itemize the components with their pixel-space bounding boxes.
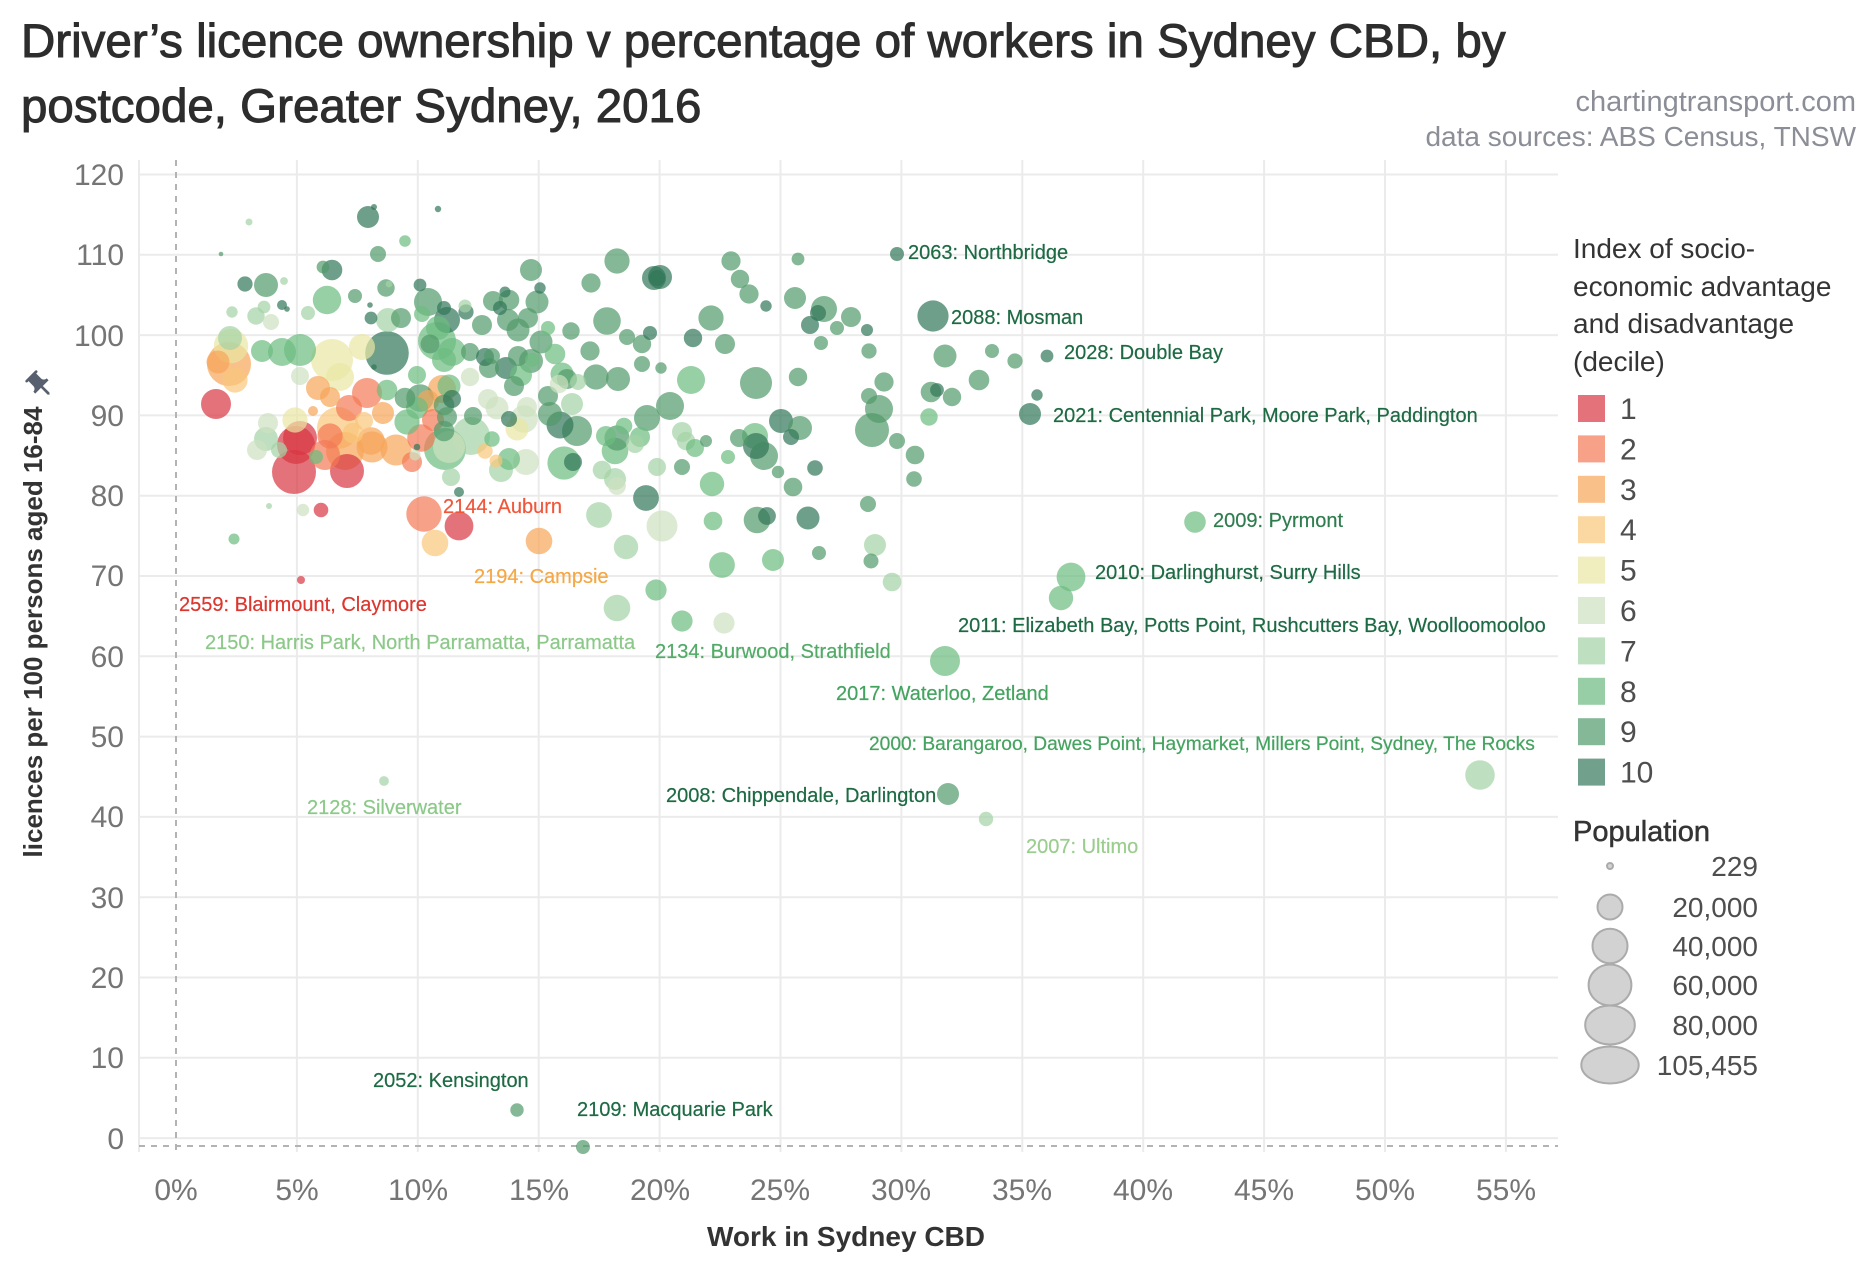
svg-text:20%: 20% [630,1174,690,1207]
svg-text:Population: Population [1573,816,1710,848]
svg-text:40,000: 40,000 [1672,931,1758,962]
svg-text:5: 5 [1620,555,1637,588]
svg-text:8: 8 [1620,676,1637,709]
svg-text:30: 30 [91,882,124,915]
svg-text:2007: Ultimo: 2007: Ultimo [1026,836,1138,858]
svg-text:2088: Mosman: 2088: Mosman [951,307,1083,329]
svg-text:20: 20 [91,962,124,995]
svg-text:90: 90 [91,400,124,433]
svg-text:9: 9 [1620,716,1637,749]
svg-text:30%: 30% [871,1174,931,1207]
svg-text:3: 3 [1620,474,1637,507]
svg-text:2011: Elizabeth Bay, Potts Poi: 2011: Elizabeth Bay, Potts Point, Rushcu… [958,615,1546,637]
svg-text:Work in Sydney CBD: Work in Sydney CBD [707,1221,985,1252]
svg-text:10: 10 [1620,757,1653,790]
svg-text:2009: Pyrmont: 2009: Pyrmont [1213,510,1344,532]
svg-text:229: 229 [1711,851,1758,882]
svg-text:120: 120 [74,159,124,192]
svg-text:2109: Macquarie Park: 2109: Macquarie Park [577,1099,774,1121]
svg-text:1: 1 [1620,393,1637,426]
svg-text:60,000: 60,000 [1672,970,1758,1001]
svg-text:35%: 35% [992,1174,1052,1207]
svg-text:2010: Darlinghurst, Surry Hill: 2010: Darlinghurst, Surry Hills [1095,562,1361,584]
svg-text:50: 50 [91,721,124,754]
svg-text:2150: Harris Park, North Parra: 2150: Harris Park, North Parramatta, Par… [205,632,636,654]
svg-text:2128: Silverwater: 2128: Silverwater [307,797,462,819]
svg-text:7: 7 [1620,635,1637,668]
svg-text:data sources: ABS Census, TNSW: data sources: ABS Census, TNSW [1425,121,1856,152]
svg-text:2017: Waterloo, Zetland: 2017: Waterloo, Zetland [836,683,1049,705]
svg-text:110: 110 [76,239,124,272]
svg-text:2021: Centennial Park, Moore P: 2021: Centennial Park, Moore Park, Paddi… [1053,405,1478,427]
svg-text:0%: 0% [154,1174,197,1207]
svg-text:10: 10 [91,1042,124,1075]
svg-text:2559: Blairmount, Claymore: 2559: Blairmount, Claymore [179,594,427,616]
svg-text:80: 80 [91,480,124,513]
svg-text:2052: Kensington: 2052: Kensington [373,1070,529,1092]
svg-text:105,455: 105,455 [1657,1050,1758,1081]
svg-text:2008: Chippendale, Darlington: 2008: Chippendale, Darlington [666,785,936,807]
svg-text:economic advantage: economic advantage [1573,271,1831,302]
svg-text:4: 4 [1620,514,1637,547]
svg-text:chartingtransport.com: chartingtransport.com [1576,86,1856,118]
svg-text:45%: 45% [1234,1174,1294,1207]
svg-text:10%: 10% [388,1174,448,1207]
svg-text:2000: Barangaroo, Dawes Point,: 2000: Barangaroo, Dawes Point, Haymarket… [869,734,1535,755]
svg-text:70: 70 [91,560,124,593]
svg-text:2194: Campsie: 2194: Campsie [474,566,609,588]
svg-text:6: 6 [1620,595,1637,628]
svg-text:40: 40 [91,801,124,834]
svg-text:2134: Burwood, Strathfield: 2134: Burwood, Strathfield [655,641,891,663]
svg-text:20,000: 20,000 [1672,892,1758,923]
svg-text:5%: 5% [275,1174,318,1207]
svg-text:2063: Northbridge: 2063: Northbridge [908,242,1068,264]
svg-text:100: 100 [74,320,124,353]
svg-text:2028: Double Bay: 2028: Double Bay [1064,342,1223,364]
svg-text:50%: 50% [1355,1174,1415,1207]
svg-text:60: 60 [91,641,124,674]
svg-text:25%: 25% [750,1174,810,1207]
svg-text:80,000: 80,000 [1672,1010,1758,1041]
svg-text:55%: 55% [1476,1174,1536,1207]
svg-text:2: 2 [1620,433,1637,466]
svg-text:(decile): (decile) [1573,346,1665,377]
svg-text:licences per 100 persons aged: licences per 100 persons aged 16-84 [18,406,48,857]
svg-text:Index of socio-: Index of socio- [1573,233,1755,264]
svg-text:0: 0 [107,1123,124,1156]
svg-text:Driver’s licence ownership v p: Driver’s licence ownership v percentage … [21,15,1506,68]
svg-text:2144: Auburn: 2144: Auburn [443,496,562,518]
svg-text:15%: 15% [509,1174,569,1207]
svg-text:and disadvantage: and disadvantage [1573,308,1794,339]
svg-text:40%: 40% [1113,1174,1173,1207]
svg-text:postcode, Greater Sydney, 2016: postcode, Greater Sydney, 2016 [21,80,701,133]
